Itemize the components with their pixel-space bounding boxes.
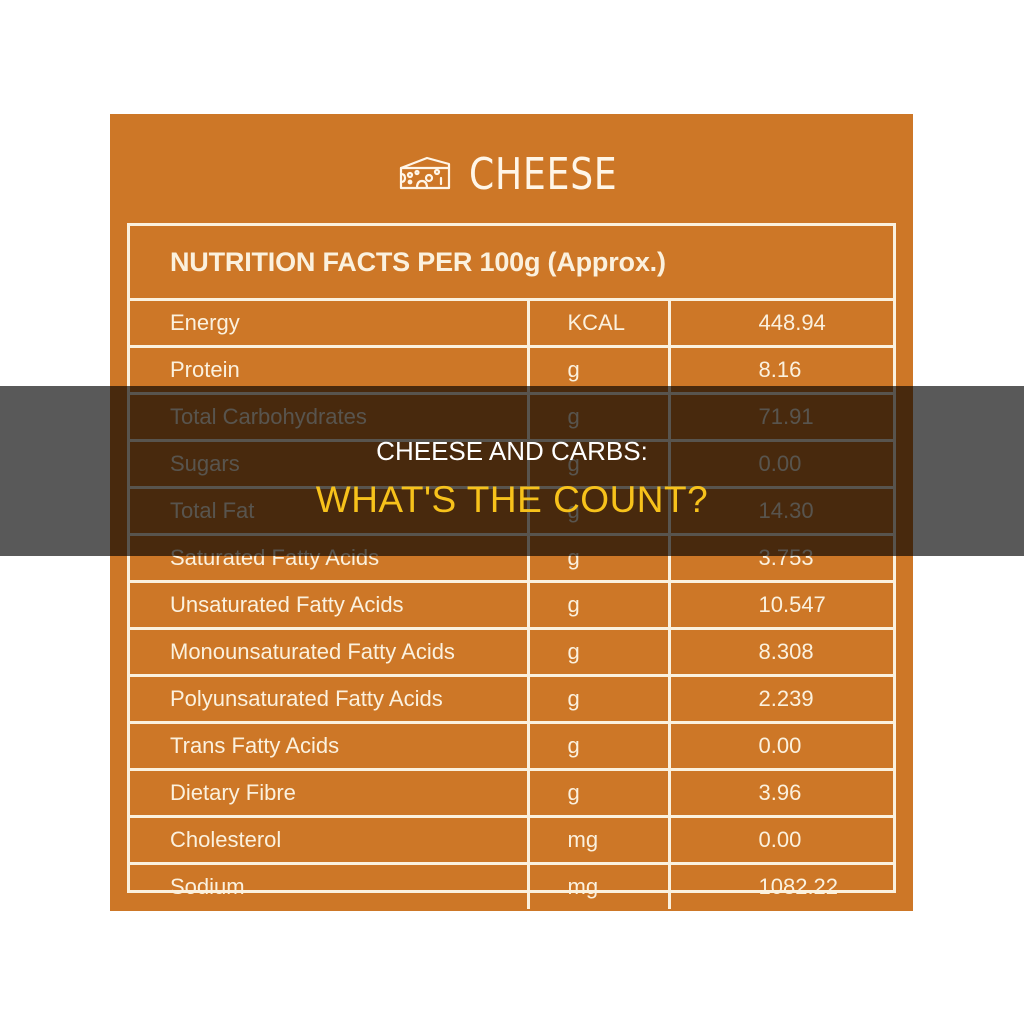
overlay-title-line2: WHAT'S THE COUNT? (315, 479, 709, 520)
nutrient-name: Polyunsaturated Fatty Acids (130, 674, 528, 723)
nutrient-unit: mg (526, 815, 669, 864)
table-row: Cholesterol mg 0.00 (130, 815, 894, 864)
nutrient-name: Unsaturated Fatty Acids (130, 580, 528, 629)
nutrient-value: 2.239 (667, 674, 894, 723)
cheese-icon (399, 156, 451, 190)
nutrient-value: 10.547 (667, 580, 894, 629)
nutrient-name: Dietary Fibre (130, 768, 528, 817)
table-heading: NUTRITION FACTS PER 100g (Approx.) (130, 226, 894, 301)
nutrient-unit: KCAL (526, 299, 669, 347)
table-row: Sodium mg 1082.22 (130, 862, 894, 909)
table-row: Unsaturated Fatty Acids g 10.547 (130, 580, 894, 629)
nutrient-unit: g (526, 768, 669, 817)
table-row: Trans Fatty Acids g 0.00 (130, 721, 894, 770)
nutrient-unit: g (526, 627, 669, 676)
nutrient-unit: g (526, 721, 669, 770)
nutrient-value: 1082.22 (667, 862, 894, 909)
brand-title: CHEESE (468, 148, 618, 200)
nutrient-name: Sodium (130, 862, 528, 909)
nutrient-value: 0.00 (667, 721, 894, 770)
nutrient-unit: mg (526, 862, 669, 909)
nutrient-value: 448.94 (667, 299, 894, 347)
table-row: Polyunsaturated Fatty Acids g 2.239 (130, 674, 894, 723)
title-overlay-band: CHEESE AND CARBS: WHAT'S THE COUNT? (0, 386, 1024, 556)
nutrition-table: NUTRITION FACTS PER 100g (Approx.) Energ… (127, 223, 896, 909)
nutrient-name: Trans Fatty Acids (130, 721, 528, 770)
nutrient-value: 0.00 (667, 815, 894, 864)
overlay-title-line1: CHEESE AND CARBS: (376, 436, 648, 466)
brand-header: CHEESE (110, 144, 913, 204)
nutrient-name: Monounsaturated Fatty Acids (130, 627, 528, 676)
table-row: Dietary Fibre g 3.96 (130, 768, 894, 817)
nutrient-name: Cholesterol (130, 815, 528, 864)
nutrient-unit: g (526, 345, 669, 394)
table-row: Energy KCAL 448.94 (130, 299, 894, 347)
nutrient-unit: g (526, 580, 669, 629)
nutrient-unit: g (526, 674, 669, 723)
nutrient-value: 3.96 (667, 768, 894, 817)
table-row: Protein g 8.16 (130, 345, 894, 394)
nutrient-value: 8.308 (667, 627, 894, 676)
table-row: Monounsaturated Fatty Acids g 8.308 (130, 627, 894, 676)
nutrient-name: Energy (170, 310, 240, 335)
nutrition-card: CHEESE NUTRITION FACTS PER 100g (Approx.… (110, 114, 913, 911)
nutrient-value: 8.16 (667, 345, 894, 394)
nutrient-name: Protein (130, 345, 528, 394)
